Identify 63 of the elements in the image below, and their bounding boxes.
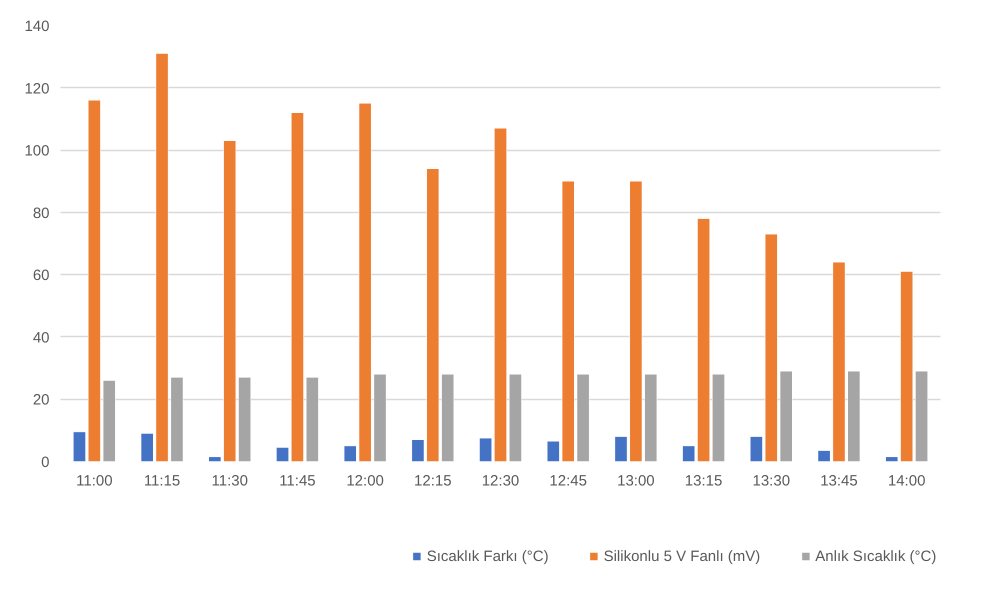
bar	[494, 128, 507, 462]
y-tick-label: 80	[32, 204, 50, 222]
bar	[412, 439, 424, 462]
bar	[614, 436, 628, 462]
bar	[238, 377, 251, 462]
bar	[576, 374, 590, 462]
bar	[644, 374, 658, 462]
bar	[630, 180, 642, 462]
bar	[697, 218, 710, 462]
bar	[509, 374, 522, 462]
bar	[208, 456, 222, 462]
bar	[562, 180, 575, 462]
y-tick-label: 20	[32, 392, 50, 409]
legend-label: Silikonlu 5 V Fanlı (mV)	[604, 548, 760, 564]
bar	[73, 432, 86, 462]
legend-label: Anlık Sıcaklık (°C)	[815, 548, 936, 564]
bar	[102, 380, 116, 462]
x-tick-label: 11:00	[76, 472, 113, 490]
bar	[832, 262, 846, 462]
bar	[344, 446, 357, 462]
bar	[546, 441, 560, 462]
x-tick-label: 11:30	[212, 472, 248, 490]
y-tick-label: 140	[24, 18, 50, 35]
bar	[426, 168, 440, 462]
y-tick-label: 0	[41, 454, 50, 471]
bar	[712, 374, 725, 462]
bar	[900, 271, 913, 462]
x-tick-label: 11:45	[279, 472, 316, 490]
bar	[682, 446, 696, 462]
x-tick-label: 13:15	[684, 472, 722, 490]
bar	[306, 377, 319, 462]
x-tick-label: 13:30	[752, 472, 790, 490]
x-tick-label: 13:45	[820, 472, 858, 490]
x-tick-label: 12:45	[549, 472, 587, 490]
bar	[358, 103, 372, 462]
bar	[140, 433, 154, 462]
bar	[291, 112, 304, 462]
bar	[764, 234, 778, 462]
bar	[276, 447, 289, 462]
y-tick-label: 60	[32, 267, 50, 284]
bar	[223, 140, 236, 462]
bar	[374, 374, 386, 462]
bar	[885, 456, 898, 462]
x-tick-label: 14:00	[888, 472, 926, 490]
x-tick-label: 12:00	[346, 472, 384, 490]
x-tick-label: 12:30	[482, 472, 520, 490]
bar	[818, 450, 830, 462]
x-tick-label: 11:15	[144, 472, 180, 490]
legend-label: Sıcaklık Farkı (°C)	[426, 548, 549, 564]
y-tick-label: 120	[24, 80, 50, 98]
bar	[848, 370, 860, 462]
bar	[156, 53, 168, 462]
bar	[915, 370, 928, 462]
y-tick-label: 40	[32, 329, 50, 346]
bar	[170, 377, 184, 462]
bar	[479, 438, 492, 462]
x-tick-label: 13:00	[617, 472, 655, 490]
x-tick-label: 12:15	[414, 472, 452, 490]
bar	[441, 374, 454, 462]
y-tick-label: 100	[24, 142, 50, 160]
bar	[750, 436, 763, 462]
bar	[780, 370, 793, 462]
bar	[88, 100, 101, 462]
